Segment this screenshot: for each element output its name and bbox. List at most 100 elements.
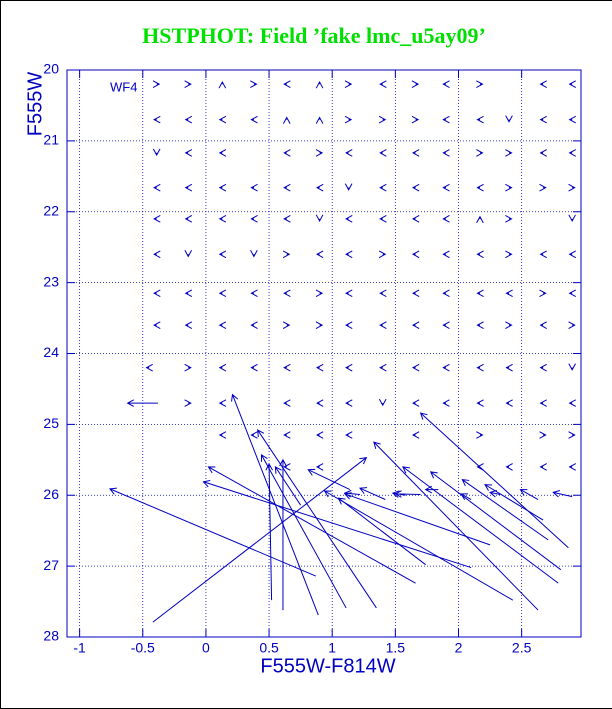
arrow (345, 149, 353, 157)
arrow (337, 497, 426, 566)
arrow (345, 321, 353, 329)
arrow (378, 250, 387, 259)
arrow (460, 493, 472, 501)
x-tick-label: 0.5 (259, 640, 279, 656)
x-tick-label: -1 (73, 640, 86, 656)
y-axis-label: F555W (24, 72, 46, 137)
arrow (315, 289, 324, 298)
arrow (539, 250, 547, 259)
arrow (184, 363, 192, 372)
arrow (476, 399, 484, 407)
arrow (343, 489, 361, 498)
arrow (429, 471, 562, 571)
arrow (283, 463, 291, 471)
arrow (283, 80, 291, 88)
arrow (539, 463, 547, 471)
y-tick-label: 20 (43, 61, 59, 77)
arrow (411, 250, 420, 259)
arrow (283, 183, 291, 192)
arrow (153, 289, 161, 298)
arrow (152, 148, 161, 157)
arrow (391, 490, 406, 498)
arrow (476, 321, 484, 329)
arrow (505, 289, 513, 298)
arrow (539, 183, 547, 192)
arrow (250, 250, 258, 258)
y-tick-label: 21 (43, 132, 59, 148)
x-tick-label: 2 (455, 640, 463, 656)
arrow (379, 215, 387, 223)
arrow (568, 250, 577, 259)
x-tick-label: 1.5 (386, 640, 406, 656)
arrow (257, 429, 377, 609)
arrow (379, 363, 387, 372)
arrow (442, 399, 450, 407)
arrow (505, 149, 513, 157)
arrow (260, 453, 347, 609)
arrow (373, 441, 539, 611)
arrow (184, 183, 193, 192)
arrow (153, 215, 161, 223)
arrow (218, 363, 227, 372)
arrow (378, 398, 387, 407)
arrow (539, 289, 547, 298)
arrow (568, 399, 577, 407)
arrow (152, 80, 161, 88)
arrow (250, 80, 258, 88)
arrow (344, 80, 353, 88)
arrow (379, 183, 387, 192)
arrow (484, 484, 544, 521)
arrow (184, 250, 193, 258)
arrow (153, 115, 161, 124)
arrow (218, 183, 227, 192)
arrow (184, 289, 193, 298)
arrow (315, 149, 324, 157)
arrow (153, 250, 161, 259)
arrow (323, 490, 514, 601)
arrow (519, 489, 539, 500)
arrow (411, 183, 420, 192)
arrow (307, 468, 351, 491)
arrow (539, 321, 547, 329)
arrow (442, 289, 450, 298)
arrow (411, 363, 420, 372)
arrow (316, 363, 324, 372)
arrow (218, 215, 227, 223)
arrow (316, 183, 324, 192)
arrow (411, 431, 420, 439)
arrow (568, 321, 576, 329)
arrow (539, 431, 547, 439)
arrow (282, 321, 291, 329)
arrow (218, 289, 227, 298)
arrow (476, 80, 484, 88)
arrow (250, 363, 258, 372)
arrow (344, 115, 353, 124)
arrow (315, 116, 324, 124)
arrow (126, 399, 158, 407)
arrow (568, 183, 576, 192)
arrow (489, 489, 501, 498)
arrow (442, 321, 450, 329)
arrow (411, 399, 420, 407)
arrow (476, 363, 484, 372)
arrow (218, 399, 227, 407)
arrow (152, 457, 368, 623)
chart-title: HSTPHOT: Field ’fake lmc_u5ay09’ (142, 23, 486, 48)
arrow (411, 215, 420, 223)
arrow (316, 431, 324, 439)
x-tick-label: 1 (328, 640, 336, 656)
x-axis-label: F555W-F814W (260, 655, 395, 677)
arrow (316, 250, 324, 259)
arrow (265, 463, 273, 601)
arrow (568, 214, 576, 223)
arrow (184, 115, 193, 124)
arrow (250, 321, 258, 329)
arrow (442, 115, 450, 124)
arrow (315, 214, 324, 223)
x-tick-label: 0 (202, 640, 210, 656)
y-tick-label: 22 (43, 202, 59, 218)
arrow (218, 431, 227, 439)
arrow (442, 250, 450, 259)
arrow (250, 115, 258, 124)
arrow (282, 250, 291, 259)
